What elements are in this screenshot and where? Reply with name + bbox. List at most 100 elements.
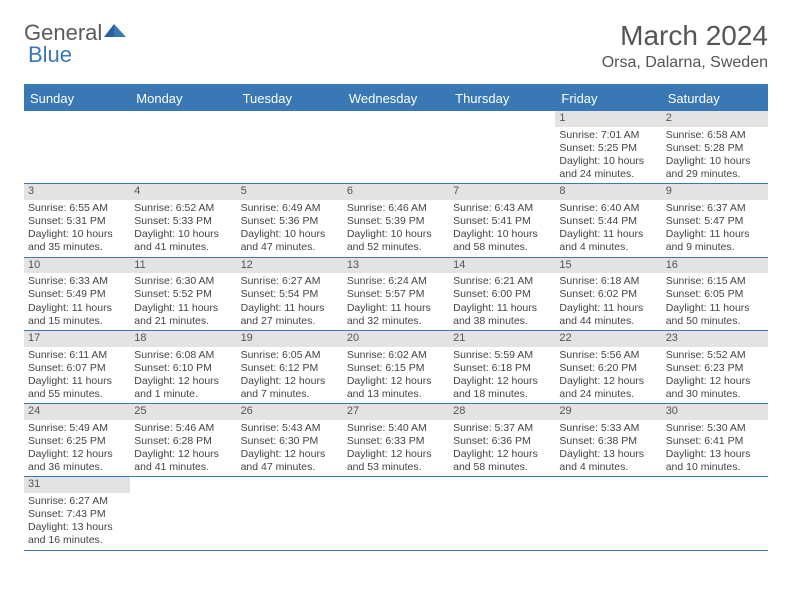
day-cell: 24Sunrise: 5:49 AMSunset: 6:25 PMDayligh… bbox=[24, 404, 130, 476]
daylight-2: and 55 minutes. bbox=[28, 388, 126, 401]
daylight-1: Daylight: 10 hours bbox=[134, 228, 232, 241]
day-info: Sunrise: 6:46 AMSunset: 5:39 PMDaylight:… bbox=[347, 202, 445, 255]
daylight-2: and 36 minutes. bbox=[28, 461, 126, 474]
sunrise: Sunrise: 6:52 AM bbox=[134, 202, 232, 215]
daylight-1: Daylight: 12 hours bbox=[347, 448, 445, 461]
sunset: Sunset: 6:00 PM bbox=[453, 288, 551, 301]
day-number: 20 bbox=[343, 331, 449, 347]
sunrise: Sunrise: 5:33 AM bbox=[559, 422, 657, 435]
day-info: Sunrise: 6:05 AMSunset: 6:12 PMDaylight:… bbox=[241, 349, 339, 402]
daylight-1: Daylight: 11 hours bbox=[666, 228, 764, 241]
day-number: 11 bbox=[130, 258, 236, 274]
day-cell: 5Sunrise: 6:49 AMSunset: 5:36 PMDaylight… bbox=[237, 184, 343, 256]
day-info: Sunrise: 5:56 AMSunset: 6:20 PMDaylight:… bbox=[559, 349, 657, 402]
daylight-2: and 24 minutes. bbox=[559, 388, 657, 401]
daylight-2: and 4 minutes. bbox=[559, 241, 657, 254]
daylight-1: Daylight: 11 hours bbox=[559, 302, 657, 315]
location: Orsa, Dalarna, Sweden bbox=[602, 54, 768, 72]
sunrise: Sunrise: 6:27 AM bbox=[241, 275, 339, 288]
daylight-1: Daylight: 12 hours bbox=[453, 375, 551, 388]
day-cell: 1Sunrise: 7:01 AMSunset: 5:25 PMDaylight… bbox=[555, 111, 661, 183]
day-info: Sunrise: 6:52 AMSunset: 5:33 PMDaylight:… bbox=[134, 202, 232, 255]
sunset: Sunset: 5:54 PM bbox=[241, 288, 339, 301]
day-header: Monday bbox=[130, 86, 236, 111]
daylight-1: Daylight: 11 hours bbox=[666, 302, 764, 315]
sunrise: Sunrise: 6:24 AM bbox=[347, 275, 445, 288]
sunset: Sunset: 6:20 PM bbox=[559, 362, 657, 375]
sunrise: Sunrise: 7:01 AM bbox=[559, 129, 657, 142]
day-info: Sunrise: 6:30 AMSunset: 5:52 PMDaylight:… bbox=[134, 275, 232, 328]
day-cell: 23Sunrise: 5:52 AMSunset: 6:23 PMDayligh… bbox=[662, 331, 768, 403]
sunrise: Sunrise: 6:43 AM bbox=[453, 202, 551, 215]
day-number: 4 bbox=[130, 184, 236, 200]
day-info: Sunrise: 5:37 AMSunset: 6:36 PMDaylight:… bbox=[453, 422, 551, 475]
daylight-2: and 29 minutes. bbox=[666, 168, 764, 181]
week-row: 1Sunrise: 7:01 AMSunset: 5:25 PMDaylight… bbox=[24, 111, 768, 184]
day-info: Sunrise: 6:49 AMSunset: 5:36 PMDaylight:… bbox=[241, 202, 339, 255]
empty-cell bbox=[343, 111, 449, 183]
day-cell: 11Sunrise: 6:30 AMSunset: 5:52 PMDayligh… bbox=[130, 258, 236, 330]
day-cell: 13Sunrise: 6:24 AMSunset: 5:57 PMDayligh… bbox=[343, 258, 449, 330]
sunrise: Sunrise: 5:56 AM bbox=[559, 349, 657, 362]
sunset: Sunset: 5:25 PM bbox=[559, 142, 657, 155]
daylight-1: Daylight: 12 hours bbox=[134, 375, 232, 388]
calendar: Sunday Monday Tuesday Wednesday Thursday… bbox=[24, 84, 768, 551]
sunrise: Sunrise: 5:40 AM bbox=[347, 422, 445, 435]
sunset: Sunset: 5:52 PM bbox=[134, 288, 232, 301]
day-info: Sunrise: 5:33 AMSunset: 6:38 PMDaylight:… bbox=[559, 422, 657, 475]
daylight-1: Daylight: 10 hours bbox=[28, 228, 126, 241]
sunrise: Sunrise: 6:21 AM bbox=[453, 275, 551, 288]
sunset: Sunset: 5:44 PM bbox=[559, 215, 657, 228]
sunrise: Sunrise: 6:02 AM bbox=[347, 349, 445, 362]
sunrise: Sunrise: 6:33 AM bbox=[28, 275, 126, 288]
sunrise: Sunrise: 5:59 AM bbox=[453, 349, 551, 362]
daylight-2: and 10 minutes. bbox=[666, 461, 764, 474]
daylight-1: Daylight: 12 hours bbox=[241, 448, 339, 461]
sunset: Sunset: 6:28 PM bbox=[134, 435, 232, 448]
day-number: 2 bbox=[662, 111, 768, 127]
sunrise: Sunrise: 6:40 AM bbox=[559, 202, 657, 215]
empty-cell bbox=[449, 477, 555, 549]
daylight-1: Daylight: 13 hours bbox=[559, 448, 657, 461]
day-info: Sunrise: 6:15 AMSunset: 6:05 PMDaylight:… bbox=[666, 275, 764, 328]
day-info: Sunrise: 6:43 AMSunset: 5:41 PMDaylight:… bbox=[453, 202, 551, 255]
sunrise: Sunrise: 6:30 AM bbox=[134, 275, 232, 288]
sunset: Sunset: 5:49 PM bbox=[28, 288, 126, 301]
daylight-1: Daylight: 11 hours bbox=[347, 302, 445, 315]
sunrise: Sunrise: 6:18 AM bbox=[559, 275, 657, 288]
day-info: Sunrise: 5:30 AMSunset: 6:41 PMDaylight:… bbox=[666, 422, 764, 475]
daylight-1: Daylight: 10 hours bbox=[347, 228, 445, 241]
day-info: Sunrise: 6:40 AMSunset: 5:44 PMDaylight:… bbox=[559, 202, 657, 255]
daylight-1: Daylight: 11 hours bbox=[28, 375, 126, 388]
day-cell: 27Sunrise: 5:40 AMSunset: 6:33 PMDayligh… bbox=[343, 404, 449, 476]
sunrise: Sunrise: 6:15 AM bbox=[666, 275, 764, 288]
daylight-1: Daylight: 12 hours bbox=[453, 448, 551, 461]
day-number: 6 bbox=[343, 184, 449, 200]
daylight-2: and 15 minutes. bbox=[28, 315, 126, 328]
day-cell: 28Sunrise: 5:37 AMSunset: 6:36 PMDayligh… bbox=[449, 404, 555, 476]
day-number: 24 bbox=[24, 404, 130, 420]
day-number: 29 bbox=[555, 404, 661, 420]
daylight-2: and 9 minutes. bbox=[666, 241, 764, 254]
day-info: Sunrise: 5:40 AMSunset: 6:33 PMDaylight:… bbox=[347, 422, 445, 475]
day-cell: 4 Sunrise: 6:52 AMSunset: 5:33 PMDaylight… bbox=[130, 184, 236, 256]
empty-cell bbox=[130, 111, 236, 183]
week-row: 3Sunrise: 6:55 AMSunset: 5:31 PMDaylight… bbox=[24, 184, 768, 257]
daylight-1: Daylight: 12 hours bbox=[347, 375, 445, 388]
daylight-1: Daylight: 10 hours bbox=[666, 155, 764, 168]
sunset: Sunset: 6:18 PM bbox=[453, 362, 551, 375]
day-cell: 29 Sunrise: 5:33 AMSunset: 6:38 PMDayligh… bbox=[555, 404, 661, 476]
sunset: Sunset: 6:23 PM bbox=[666, 362, 764, 375]
sunrise: Sunrise: 6:55 AM bbox=[28, 202, 126, 215]
day-info: Sunrise: 7:01 AMSunset: 5:25 PMDaylight:… bbox=[559, 129, 657, 182]
daylight-1: Daylight: 11 hours bbox=[453, 302, 551, 315]
week-row: 24Sunrise: 5:49 AMSunset: 6:25 PMDayligh… bbox=[24, 404, 768, 477]
daylight-2: and 35 minutes. bbox=[28, 241, 126, 254]
day-cell: 6 Sunrise: 6:46 AMSunset: 5:39 PMDaylight… bbox=[343, 184, 449, 256]
day-header-row: Sunday Monday Tuesday Wednesday Thursday… bbox=[24, 86, 768, 111]
day-cell: 14Sunrise: 6:21 AMSunset: 6:00 PMDayligh… bbox=[449, 258, 555, 330]
day-number: 13 bbox=[343, 258, 449, 274]
day-cell: 31Sunrise: 6:27 AMSunset: 7:43 PMDayligh… bbox=[24, 477, 130, 549]
daylight-1: Daylight: 12 hours bbox=[28, 448, 126, 461]
day-cell: 20Sunrise: 6:02 AMSunset: 6:15 PMDayligh… bbox=[343, 331, 449, 403]
